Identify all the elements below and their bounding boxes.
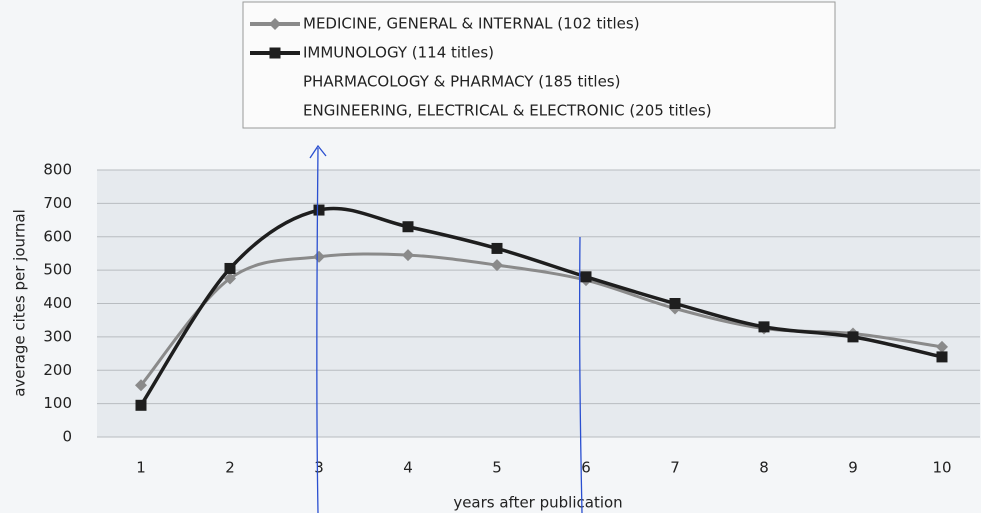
point [847, 331, 859, 343]
point [135, 399, 147, 411]
point [135, 379, 147, 392]
y-tick-label: 100 [43, 394, 72, 412]
point [313, 204, 325, 216]
legend-label: IMMUNOLOGY (114 titles) [303, 44, 494, 62]
y-tick-label: 300 [43, 327, 72, 345]
series-line [139, 206, 943, 407]
point [491, 242, 503, 254]
x-tick-label: 4 [403, 459, 413, 477]
y-tick-label: 400 [43, 294, 72, 312]
point [224, 262, 236, 274]
y-axis-label: average cites per journal [11, 209, 29, 397]
y-tick-label: 500 [43, 261, 72, 279]
point [402, 249, 414, 262]
legend-label: PHARMACOLOGY & PHARMACY (185 titles) [303, 73, 620, 91]
x-tick-label: 10 [932, 459, 951, 477]
marks: 0 100 200 300 400 500 600 700 800 1 2 3 4 5 6 7 8 9 10 MEDI… [43, 15, 980, 477]
x-tick-label: 1 [136, 459, 146, 477]
pen-annotation [309, 144, 327, 513]
point [491, 259, 503, 272]
point [669, 298, 681, 309]
point [758, 321, 770, 333]
point [313, 250, 325, 263]
legend-label: ENGINEERING, ELECTRICAL & ELECTRONIC (20… [303, 102, 712, 120]
y-tick-label: 0 [62, 428, 72, 446]
x-tick-label: 6 [581, 459, 591, 477]
legend-marker [269, 18, 281, 30]
x-tick-label: 5 [492, 459, 502, 477]
x-axis-label: years after publication [453, 494, 622, 512]
y-tick-label: 800 [43, 161, 72, 179]
point [580, 271, 592, 283]
point [936, 340, 948, 353]
point [402, 221, 414, 233]
legend-label: MEDICINE, GENERAL & INTERNAL (102 titles… [303, 15, 640, 33]
point [936, 351, 948, 363]
pen-annotation [578, 236, 583, 513]
legend-marker [269, 47, 281, 59]
y-tick-label: 600 [43, 227, 72, 245]
point [224, 272, 236, 285]
x-tick-label: 7 [670, 459, 680, 477]
y-tick-label: 200 [43, 361, 72, 379]
legend-box [242, 1, 836, 129]
x-tick-label: 8 [759, 459, 769, 477]
x-tick-label: 9 [848, 459, 858, 477]
y-tick-label: 700 [43, 194, 72, 212]
x-tick-label: 2 [225, 459, 235, 477]
x-tick-label: 3 [314, 459, 324, 477]
